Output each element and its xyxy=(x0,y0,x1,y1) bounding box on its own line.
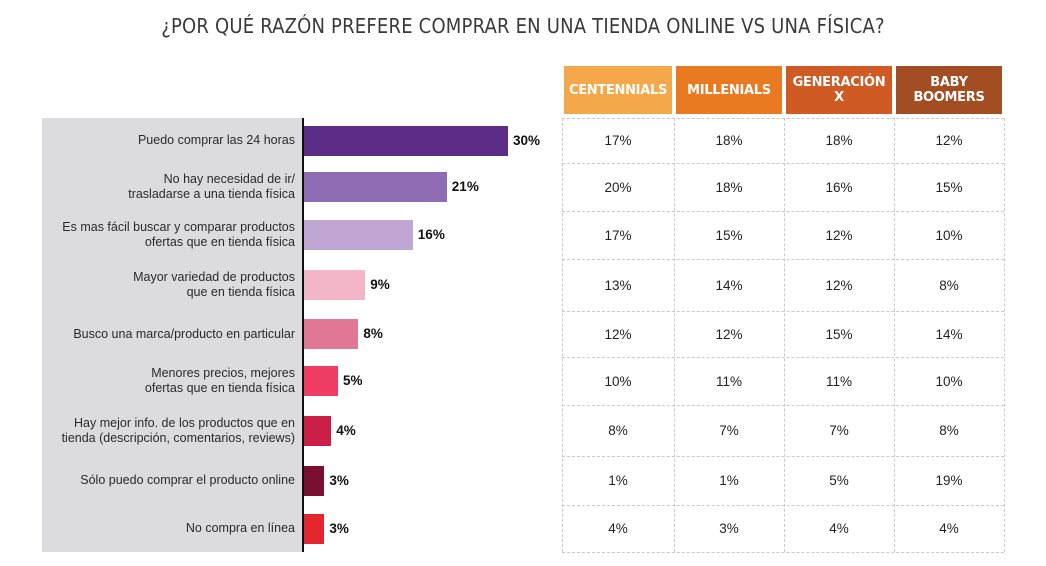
table-grid-line xyxy=(674,118,675,552)
category-label: Mayor variedad de productos que en tiend… xyxy=(133,270,295,299)
table-cell: 12% xyxy=(825,277,853,293)
table-cell: 18% xyxy=(825,133,853,148)
table-grid-line xyxy=(562,211,1004,212)
table-cell: 10% xyxy=(604,373,632,389)
table-cell: 16% xyxy=(825,179,853,195)
table-cell: 5% xyxy=(829,473,849,488)
table-cell: 12% xyxy=(715,326,743,342)
column-header: MILLENIALS xyxy=(676,66,782,114)
table-cell: 20% xyxy=(604,179,632,195)
table-cell: 3% xyxy=(719,521,739,536)
bar-value-label: 30% xyxy=(513,132,541,148)
table-cell: 1% xyxy=(608,473,628,488)
category-label: Puedo comprar las 24 horas xyxy=(137,133,295,147)
bar-value-label: 4% xyxy=(336,422,356,438)
category-label: Es mas fácil buscar y comparar productos… xyxy=(62,220,295,249)
table-cell: 8% xyxy=(939,423,959,438)
table-cell: 12% xyxy=(604,326,632,342)
table-cell: 7% xyxy=(719,423,739,438)
table-grid-line xyxy=(562,505,1004,506)
bar-value-label: 16% xyxy=(417,227,445,242)
bar xyxy=(304,270,366,300)
table-cell: 11% xyxy=(825,373,853,389)
bar-value-label: 5% xyxy=(343,373,363,388)
table-grid-line xyxy=(562,552,1004,553)
bar xyxy=(304,366,338,396)
table-cell: 4% xyxy=(608,521,628,536)
table-cell: 14% xyxy=(715,277,743,293)
table-grid-line xyxy=(562,311,1004,312)
bar xyxy=(304,319,359,349)
table-grid-line xyxy=(1004,118,1005,552)
table-cell: 12% xyxy=(825,227,853,243)
table-grid-line xyxy=(784,118,785,552)
category-label: No hay necesidad de ir/ trasladarse a un… xyxy=(128,172,295,201)
category-label-panel xyxy=(42,118,302,552)
column-header: CENTENNIALS xyxy=(564,66,672,114)
bar xyxy=(304,220,413,250)
table-cell: 13% xyxy=(604,277,632,293)
table-grid-line xyxy=(562,456,1004,457)
bar-value-label: 3% xyxy=(329,520,349,536)
table-cell: 8% xyxy=(608,423,628,438)
bar-axis-line xyxy=(302,118,304,552)
table-cell: 14% xyxy=(935,326,963,342)
table-cell: 11% xyxy=(715,373,743,389)
bar-value-label: 8% xyxy=(363,326,383,341)
category-label: Menores precios, mejores ofertas que en … xyxy=(144,366,295,395)
bar xyxy=(304,465,325,496)
table-cell: 8% xyxy=(939,277,959,293)
bar-value-label: 3% xyxy=(329,472,349,488)
table-grid-line xyxy=(562,259,1004,260)
table-cell: 15% xyxy=(935,179,963,195)
table-cell: 12% xyxy=(935,133,963,148)
bar-value-label: 9% xyxy=(370,277,390,292)
table-grid-line xyxy=(562,405,1004,406)
category-label: No compra en línea xyxy=(185,521,295,535)
table-cell: 10% xyxy=(935,227,963,243)
column-header: GENERACIÓN X xyxy=(786,66,892,114)
table-cell: 18% xyxy=(715,179,743,195)
table-grid-line xyxy=(562,118,1004,119)
table-cell: 7% xyxy=(829,423,849,438)
table-cell: 4% xyxy=(829,521,849,536)
chart-title: ¿POR QUÉ RAZÓN PREFERE COMPRAR EN UNA TI… xyxy=(161,14,885,38)
category-label: Hay mejor info. de los productos que en … xyxy=(61,415,295,445)
bar xyxy=(304,172,447,202)
table-grid-line xyxy=(562,118,563,552)
category-label: Busco una marca/producto en particular xyxy=(73,326,295,341)
table-cell: 1% xyxy=(719,473,739,488)
table-cell: 17% xyxy=(604,133,632,148)
table-cell: 17% xyxy=(604,227,632,243)
bar-value-label: 21% xyxy=(451,179,479,194)
table-cell: 4% xyxy=(939,521,959,536)
table-cell: 15% xyxy=(715,227,743,243)
category-label: Sólo puedo comprar el producto online xyxy=(80,473,295,487)
bar xyxy=(304,513,325,544)
table-grid-line xyxy=(562,163,1004,164)
table-cell: 18% xyxy=(715,133,743,148)
bar xyxy=(304,415,332,446)
table-cell: 10% xyxy=(935,373,963,389)
table-grid-line xyxy=(562,357,1004,358)
table-cell: 19% xyxy=(935,473,963,488)
bar xyxy=(304,125,508,156)
table-cell: 15% xyxy=(825,326,853,342)
table-grid-line xyxy=(894,118,895,552)
column-header: BABY BOOMERS xyxy=(896,66,1002,114)
